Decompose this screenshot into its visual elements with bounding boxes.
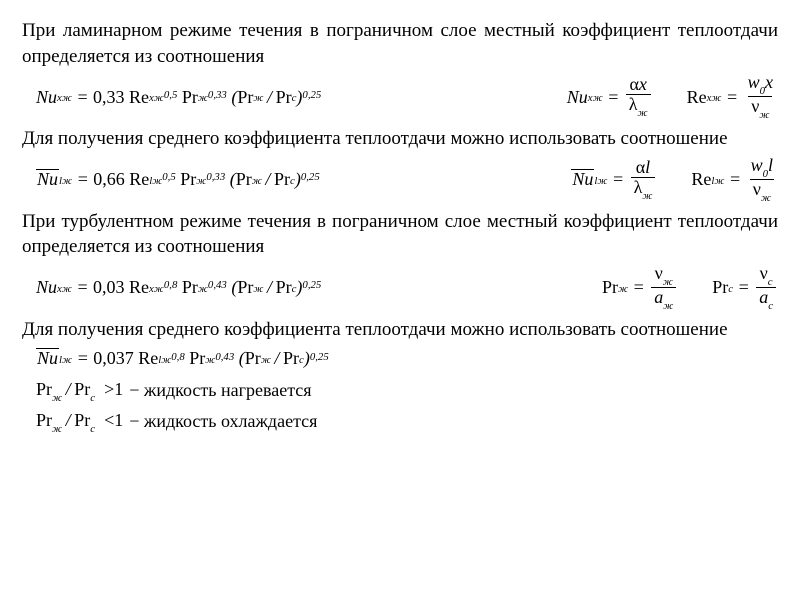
eq-pr-c: Prс = νс aс [712, 264, 778, 311]
paragraph-2: Для получения среднего коэффициента тепл… [22, 126, 778, 152]
eq-pr-zh: Prж = νж aж [602, 264, 678, 311]
document-page: При ламинарном режиме течения в погранич… [0, 0, 800, 447]
equation-row-4: Nulж = 0,037 Relж0,8 Prж0,43 (Prж / Prс)… [22, 346, 778, 370]
condition-cools: Prж / Prс <1 − жидкость охлаждается [22, 408, 778, 435]
condition-heats: Prж / Prс >1 − жидкость нагревается [22, 377, 778, 404]
eq-nu-def-l: Nulж = αl λж [571, 158, 657, 201]
paragraph-3: При турбулентном режиме течения в погран… [22, 209, 778, 260]
paragraph-1: При ламинарном режиме течения в погранич… [22, 18, 778, 69]
eq-nu-avg-turb: Nulж = 0,037 Relж0,8 Prж0,43 (Prж / Prс)… [36, 346, 329, 370]
equation-row-3: Nuxж = 0,03 Rexж0,8 Prж0,43 (Prж / Prс)0… [22, 264, 778, 311]
equation-row-2: Nulж = 0,66 Relж0,5 Prж0,33 (Prж / Prс)0… [22, 156, 778, 203]
equation-row-1: Nuxж = 0,33 Rexж0,5 Prж0,33 (Prж / Prс)0… [22, 73, 778, 120]
eq-re-def-l: Relж = w0l νж [691, 156, 778, 203]
eq-nu-avg-laminar: Nulж = 0,66 Relж0,5 Prж0,33 (Prж / Prс)0… [36, 167, 320, 191]
condition-heats-text: − жидкость нагревается [129, 378, 311, 402]
paragraph-4: Для получения среднего коэффициента тепл… [22, 317, 778, 343]
eq-nu-local-laminar: Nuxж = 0,33 Rexж0,5 Prж0,33 (Prж / Prс)0… [36, 85, 321, 109]
eq-nu-def-x: Nuxж = αx λж [567, 75, 653, 118]
eq-nu-local-turb: Nuxж = 0,03 Rexж0,8 Prж0,43 (Prж / Prс)0… [36, 275, 321, 299]
eq-re-def-x: Rexж = w0x νж [687, 73, 778, 120]
condition-cools-text: − жидкость охлаждается [129, 409, 317, 433]
